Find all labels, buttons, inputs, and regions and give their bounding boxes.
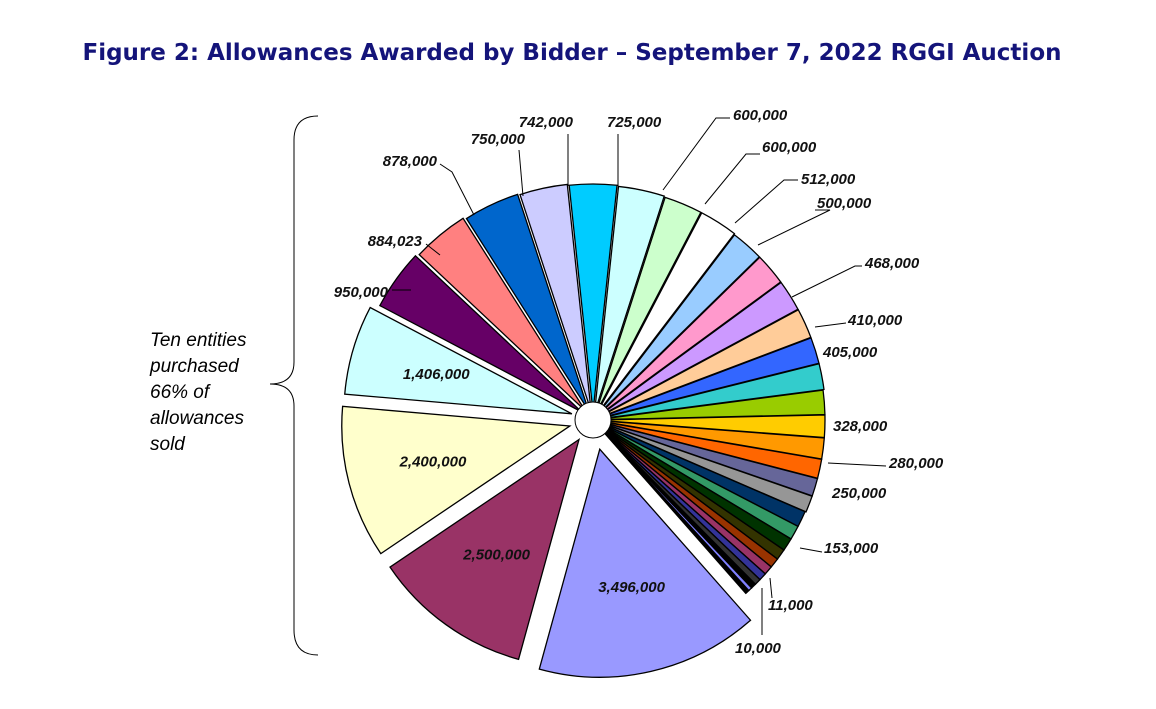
annotation-line-2: purchased [149,356,240,377]
slice-labels: 3,496,000 2,500,000 2,400,000 1,406,000 950,… [334,107,944,657]
annotation-line-3: 66% of [150,382,211,403]
group-annotation: Ten entities purchased 66% of allowances… [149,330,252,455]
pie-slice [519,183,592,412]
slice-value-label: 512,000 [801,171,856,188]
pie-slice [344,306,573,415]
annotation-line-1: Ten entities [150,330,247,351]
pie-slice [465,193,590,412]
slice-value-label: 750,000 [471,131,526,148]
slice-value-label: 725,000 [607,114,662,131]
pie-center-hole [574,401,612,439]
slice-value-label: 280,000 [888,455,944,472]
leader-line [799,547,823,553]
slice-value-label: 884,023 [368,233,423,250]
pie-slice [596,420,813,513]
slice-value-label: 2,500,000 [462,546,530,563]
pie-slice [341,405,572,555]
slice-value-label: 11,000 [768,597,813,614]
slice-value-label: 153,000 [824,540,879,557]
pie-slice [594,196,702,415]
slice-value-label: 950,000 [334,284,389,301]
annotation-line-4: allowances [150,408,244,429]
pie-slice [389,437,581,661]
slice-value-label: 328,000 [833,418,888,435]
slice-value-label: 10,000 [735,640,782,657]
annotation-line-5: sold [150,434,186,455]
slice-value-label: 250,000 [831,485,887,502]
leader-line [757,209,831,246]
leader-line [814,322,847,328]
leader-line [704,153,760,205]
slice-value-label: 3,496,000 [598,579,665,596]
leader-line [734,179,798,224]
pie-slice [597,362,825,420]
pie-slice [596,281,799,418]
pie-slice [538,447,752,678]
leader-lines [392,117,887,635]
slice-value-label: 1,406,000 [403,366,470,383]
slice-value-label: 500,000 [817,195,872,212]
slice-value-label: 600,000 [733,107,788,124]
pie-slice [596,256,782,418]
slice-value-label: 410,000 [847,312,903,329]
pie-slice [379,254,583,413]
leader-line [791,265,862,298]
group-brace [269,115,319,656]
leader-line [662,117,730,191]
pie-slice [593,185,666,414]
leader-line [439,163,475,216]
pie-slices [341,183,826,678]
leader-line [518,149,524,197]
pie-slice [595,211,736,416]
slice-value-label: 2,400,000 [399,454,467,471]
slice-value-label: 742,000 [519,114,574,131]
slice-value-label: 878,000 [383,153,438,170]
pie-slice [418,217,586,412]
slice-value-label: 468,000 [864,255,920,272]
slice-value-label: 600,000 [762,139,817,156]
pie-slice [594,421,748,595]
leader-line [827,462,887,467]
leader-line [769,577,773,599]
pie-slice [568,183,618,413]
pie-slice [595,234,761,417]
slice-value-label: 405,000 [822,344,878,361]
chart-title: Figure 2: Allowances Awarded by Bidder –… [82,40,1061,66]
leader-line [425,243,441,256]
